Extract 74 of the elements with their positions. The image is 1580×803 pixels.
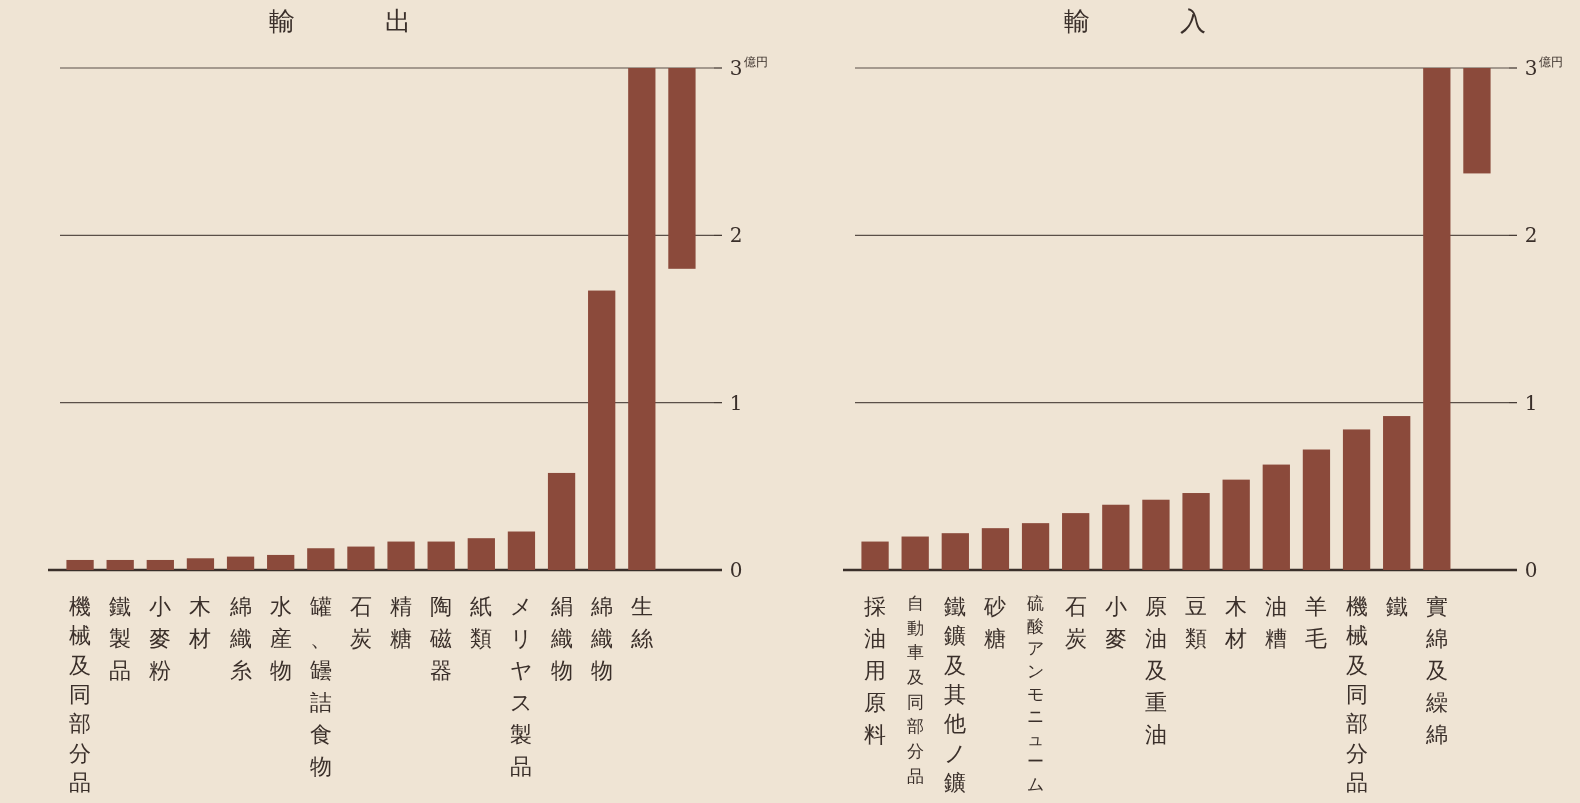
x-tick-label: 鐵製品 bbox=[109, 594, 132, 683]
x-tick-label: 鐵鑛及其他ノ鑛 bbox=[943, 594, 967, 795]
bar bbox=[1062, 513, 1090, 570]
x-tick-label: 綿織物 bbox=[589, 594, 613, 683]
y-axis-title: 億円 bbox=[744, 55, 768, 69]
y-tick-label: 3 bbox=[729, 56, 743, 80]
x-tick-label: 水産物 bbox=[269, 594, 292, 683]
bar bbox=[387, 541, 415, 570]
x-tick-label: 精糖 bbox=[390, 594, 413, 651]
bar bbox=[1383, 416, 1411, 570]
bar bbox=[941, 533, 969, 570]
bar bbox=[307, 548, 335, 570]
bar bbox=[547, 472, 576, 570]
category-label: 硫酸アンモニューム bbox=[1027, 593, 1045, 794]
x-tick-label: 砂糖 bbox=[983, 594, 1007, 651]
x-tick-label: 陶磁器 bbox=[429, 594, 453, 683]
bar bbox=[1342, 429, 1371, 570]
y-tick-label: 0 bbox=[1524, 558, 1538, 582]
x-tick-label: 油糟 bbox=[1265, 594, 1288, 651]
bar bbox=[507, 531, 536, 570]
bar bbox=[267, 554, 295, 570]
y-tick-label: 2 bbox=[1524, 223, 1538, 248]
bar bbox=[467, 538, 495, 570]
x-tick-label: 石炭 bbox=[349, 594, 372, 651]
x-tick-label: 綿織糸 bbox=[228, 594, 252, 683]
bar bbox=[1463, 68, 1491, 174]
y-axis-title: 億円 bbox=[1539, 55, 1563, 69]
bar bbox=[106, 559, 134, 570]
bar bbox=[1222, 479, 1250, 570]
x-tick-label: 機械及同部分品 bbox=[69, 594, 92, 795]
bar bbox=[1423, 68, 1451, 570]
bar bbox=[66, 559, 94, 570]
bar bbox=[588, 290, 616, 570]
y-tick-label: 1 bbox=[729, 390, 743, 415]
y-tick-label: 0 bbox=[729, 558, 743, 582]
bar bbox=[427, 541, 455, 570]
x-tick-label: 木材 bbox=[188, 594, 212, 651]
x-tick-label: 生絲 bbox=[629, 594, 653, 651]
chart-title: 輸出 bbox=[269, 6, 501, 36]
x-tick-label: 小麥粉 bbox=[149, 594, 172, 683]
bar bbox=[861, 541, 889, 570]
bar bbox=[1021, 523, 1050, 570]
y-tick-label: 1 bbox=[1524, 390, 1538, 415]
bar bbox=[981, 528, 1010, 570]
y-tick-label: 2 bbox=[729, 223, 743, 248]
bar bbox=[347, 546, 375, 570]
x-tick-label: 羊毛 bbox=[1305, 594, 1328, 651]
x-tick-label: 紙類 bbox=[470, 594, 493, 651]
x-tick-label: 小麥 bbox=[1104, 594, 1127, 651]
x-tick-label: 絹織物 bbox=[549, 594, 573, 683]
bar bbox=[146, 559, 174, 570]
x-tick-label: 採油用原料 bbox=[864, 594, 887, 747]
x-tick-label: 鐵 bbox=[1385, 594, 1408, 619]
x-tick-label: 石炭 bbox=[1064, 594, 1087, 651]
bar bbox=[668, 68, 696, 269]
bar bbox=[1302, 449, 1331, 570]
y-tick-label: 3 bbox=[1524, 56, 1538, 80]
bar bbox=[1182, 493, 1210, 570]
x-tick-label: 罐、罎詰食物 bbox=[309, 594, 332, 779]
bar bbox=[901, 536, 929, 570]
bar bbox=[1142, 499, 1170, 570]
x-tick-label: 實綿及繰綿 bbox=[1424, 594, 1448, 747]
x-tick-label: メリヤス製品 bbox=[509, 594, 533, 779]
x-tick-label: 原油及重油 bbox=[1144, 594, 1167, 747]
bar bbox=[1102, 504, 1130, 570]
x-tick-label: 豆類 bbox=[1185, 594, 1208, 651]
x-tick-label: 機械及同部分品 bbox=[1345, 594, 1368, 795]
bar bbox=[1262, 464, 1290, 570]
chart-title: 輸入 bbox=[1064, 6, 1296, 36]
x-tick-label: 自動車及同部分品 bbox=[906, 593, 924, 786]
bar bbox=[186, 558, 215, 570]
x-tick-label: 木材 bbox=[1224, 594, 1248, 651]
bar bbox=[628, 68, 656, 570]
bar bbox=[226, 556, 255, 570]
